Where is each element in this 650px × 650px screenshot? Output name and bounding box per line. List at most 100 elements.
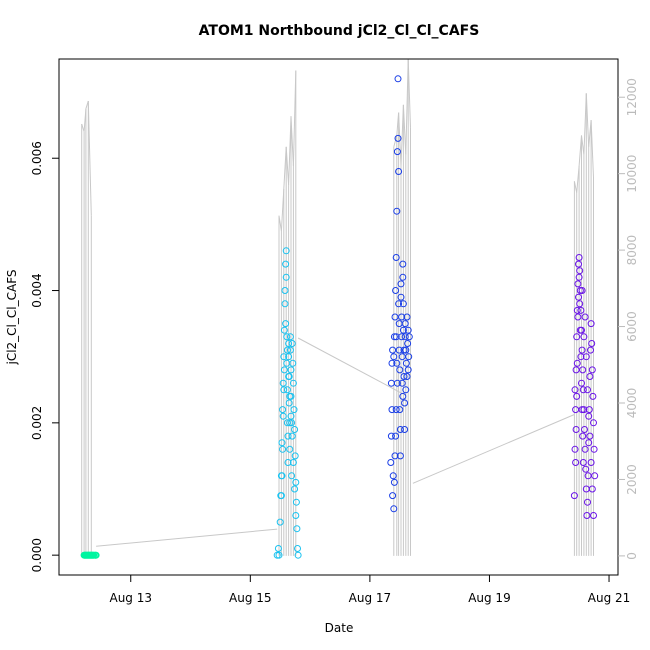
data-point [572,426,580,433]
altitude-segment [407,58,411,128]
data-point [278,472,286,480]
data-point [404,340,412,347]
data-point [401,320,409,328]
data-point [585,412,593,420]
data-point [582,465,590,473]
data-point [291,452,299,460]
altitude-segment [402,104,407,155]
data-point [280,326,288,334]
data-point [394,134,402,142]
data-point [400,373,408,380]
altitude-segment [585,93,590,147]
x-tick-label: Aug 13 [109,591,152,605]
y2-tick-label: 6000 [625,311,639,342]
data-point [281,300,289,308]
data-point [394,75,402,83]
data-point [396,452,404,460]
data-point [588,485,596,493]
data-point [391,313,399,321]
x-tick-label: Aug 21 [588,591,631,605]
data-point [587,459,595,466]
data-point [584,386,591,394]
data-point [286,333,294,341]
data-point [388,406,396,414]
data-point [284,432,292,440]
altitude-segment [288,116,292,186]
data-point [395,346,403,354]
data-point [399,260,407,268]
data-point [390,478,398,486]
data-point [573,333,581,341]
data-point [283,346,291,354]
data-point [389,472,397,480]
y2-tick-label: 10000 [625,155,639,193]
data-point [389,492,397,500]
data-point [579,386,587,394]
x-tick-label: Aug 15 [229,591,272,605]
data-point [576,300,584,308]
data-point [395,300,403,308]
data-point [403,313,411,321]
data-point [291,426,299,433]
data-point [575,260,582,268]
data-point [575,293,582,301]
data-point [293,525,301,533]
data-point [590,512,597,519]
data-point [401,333,409,341]
plot-border [58,58,619,576]
data-point [401,426,409,433]
altitude-segment [573,181,578,193]
data-point [279,445,287,453]
altitude-segment [83,108,87,132]
data-point [397,280,405,288]
data-point [282,247,290,255]
data-point [392,287,400,294]
data-point [282,320,290,328]
data-point [279,406,287,414]
altitude-segment [581,135,585,155]
data-point [283,419,291,427]
data-point [393,359,401,367]
data-point [294,551,302,559]
altitude-layer [81,58,594,556]
data-point [573,306,581,314]
data-point [574,313,582,321]
data-point [288,419,296,427]
data-point [390,505,398,513]
data-point [575,254,583,261]
altitude-segment [290,116,294,167]
y-tick-label: 0.006 [30,141,44,175]
data-point [586,373,594,380]
data-point [586,432,594,440]
altitude-segment [393,135,398,148]
data-point [570,492,578,500]
data-point [280,353,288,361]
data-point [401,399,409,407]
y-axis-label: jCl2_Cl_Cl_CAFS [5,269,19,365]
altitude-segment [405,58,409,155]
data-point [575,273,583,281]
data-point [390,353,398,361]
data-point [578,346,586,354]
data-point [398,333,406,341]
altitude-transit-line [96,528,278,547]
data-point [286,392,294,400]
data-point [285,399,293,407]
altitude-segment [285,146,290,186]
y2-tick-label: 2000 [625,464,639,495]
data-point [574,280,582,288]
data-point [577,353,585,361]
data-point [584,472,592,480]
altitude-segment [398,112,402,167]
data-point [589,392,597,400]
data-point [387,379,395,387]
data-point [584,498,591,506]
data-point [573,359,581,367]
x-tick-label: Aug 17 [349,591,392,605]
data-point [579,432,587,440]
data-point [588,366,596,374]
data-point [81,551,89,559]
data-point [585,439,593,447]
altitude-segment [590,120,594,178]
x-tick-label: Aug 19 [468,591,511,605]
